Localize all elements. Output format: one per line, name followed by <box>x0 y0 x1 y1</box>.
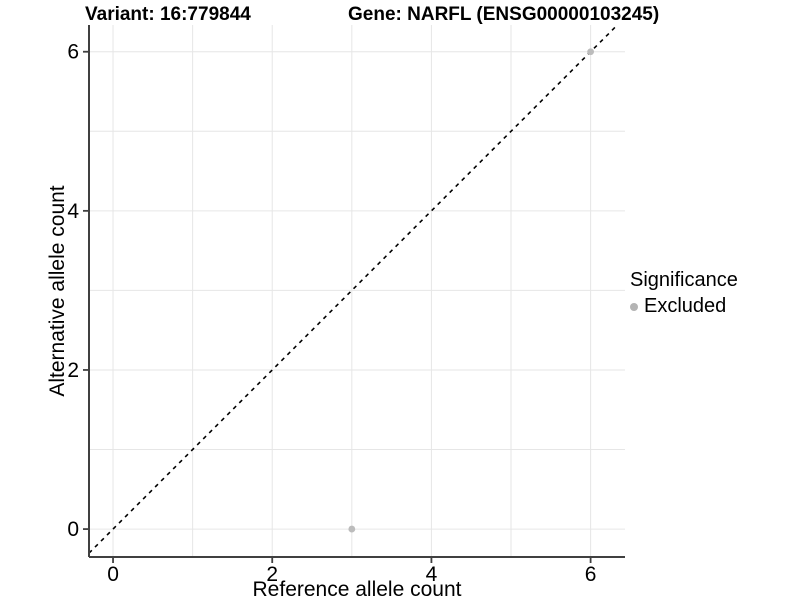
legend-items: Excluded <box>630 295 798 318</box>
identity-line <box>88 24 618 554</box>
legend-item-label: Excluded <box>644 295 727 317</box>
gene-title: Gene: NARFL (ENSG00000103245) <box>348 4 660 25</box>
x-tick-label: 2 <box>266 563 278 586</box>
data-point <box>587 48 595 56</box>
legend-item: Excluded <box>630 295 798 318</box>
x-tick-label: 4 <box>426 563 438 586</box>
x-tick-label: 6 <box>585 563 597 586</box>
legend: Significance Excluded <box>630 269 798 318</box>
x-axis-title: Reference allele count <box>252 578 462 600</box>
x-tick-label: 0 <box>107 563 119 586</box>
y-tick-label: 6 <box>67 41 79 64</box>
y-tick-label: 0 <box>67 518 79 541</box>
legend-point-icon <box>630 302 638 311</box>
data-point <box>348 525 356 533</box>
y-tick-label: 4 <box>67 200 79 223</box>
variant-title: Variant: 16:779844 <box>85 4 251 25</box>
legend-title: Significance <box>630 269 738 291</box>
y-tick-label: 2 <box>67 359 79 382</box>
y-axis-title-text: Alternative allele count <box>46 185 69 397</box>
